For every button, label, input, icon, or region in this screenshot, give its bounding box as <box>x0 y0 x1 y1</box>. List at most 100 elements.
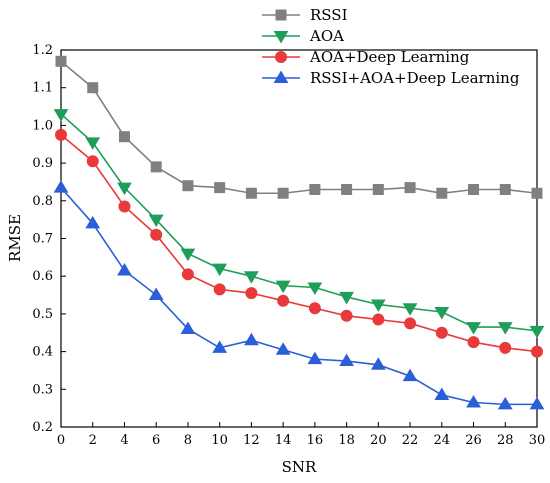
x-tick-label: 20 <box>370 433 387 448</box>
y-tick-label: 0.6 <box>32 269 53 284</box>
x-tick-label: 18 <box>338 433 355 448</box>
data-point <box>497 396 513 410</box>
data-point <box>341 183 353 195</box>
data-point <box>214 182 226 194</box>
legend: RSSI AOA AOA+Deep Learning RSSI+AOA+Deep Le… <box>262 6 520 87</box>
data-point <box>531 187 543 199</box>
data-point <box>150 228 163 241</box>
data-point <box>86 155 99 168</box>
y-tick-label: 0.5 <box>32 307 53 322</box>
data-point <box>307 282 323 295</box>
data-point <box>372 313 385 326</box>
y-tick-label: 1.1 <box>32 81 53 96</box>
data-point <box>339 353 354 367</box>
data-point <box>436 187 448 199</box>
data-point <box>180 248 196 262</box>
legend-item: RSSI+AOA+Deep Learning <box>262 69 520 87</box>
x-tick-label: 10 <box>211 433 228 448</box>
x-tick-label: 28 <box>497 433 514 448</box>
legend-label: RSSI+AOA+Deep Learning <box>310 69 520 87</box>
data-point <box>85 215 101 229</box>
legend-label: RSSI <box>310 6 348 24</box>
data-point <box>309 183 321 195</box>
series-4 <box>53 180 545 410</box>
series-line <box>60 60 538 195</box>
y-tick-label: 0.3 <box>32 382 53 397</box>
legend-item: RSSI <box>262 6 348 24</box>
data-point <box>212 263 228 277</box>
data-point <box>339 291 354 305</box>
series-layer <box>53 55 545 410</box>
data-point <box>245 287 258 300</box>
data-point <box>117 263 132 276</box>
x-tick-label: 4 <box>120 433 128 448</box>
series-3 <box>55 128 543 358</box>
data-point <box>53 180 69 193</box>
series-line <box>60 113 538 332</box>
x-tick-label: 26 <box>465 433 482 448</box>
data-point <box>150 161 162 173</box>
data-point <box>468 183 480 195</box>
data-point <box>244 271 259 284</box>
x-tick-label: 24 <box>434 433 451 448</box>
y-tick-label: 0.8 <box>32 194 53 209</box>
data-point <box>148 287 164 301</box>
series-2 <box>53 109 545 339</box>
data-point <box>245 187 257 199</box>
x-tick-label: 12 <box>243 433 260 448</box>
data-point <box>466 322 481 335</box>
data-point <box>307 351 323 365</box>
y-tick-label: 0.7 <box>32 232 53 247</box>
x-tick-label: 14 <box>275 433 292 448</box>
legend-marker <box>275 51 287 63</box>
series-line <box>60 134 538 353</box>
data-point <box>275 342 291 355</box>
data-point <box>118 131 130 143</box>
data-point <box>467 336 480 349</box>
data-point <box>466 395 481 408</box>
y-axis-title: RMSE <box>6 214 24 262</box>
y-tick-label: 1.0 <box>32 118 53 133</box>
data-point <box>275 280 291 294</box>
legend-label: AOA <box>309 27 344 45</box>
legend-item: AOA <box>262 27 344 45</box>
data-point <box>372 183 384 195</box>
data-point <box>277 187 289 199</box>
data-point <box>118 200 131 213</box>
data-point <box>435 326 448 339</box>
x-tick-label: 8 <box>184 433 192 448</box>
data-point <box>277 294 290 307</box>
data-point <box>87 82 99 94</box>
plot-frame <box>60 49 538 428</box>
data-point <box>404 317 417 330</box>
y-tick-label: 1.2 <box>32 43 53 58</box>
data-point <box>529 325 545 339</box>
x-tick-label: 22 <box>402 433 419 448</box>
legend-marker <box>275 9 287 21</box>
y-tick-label: 0.2 <box>32 420 53 435</box>
data-point <box>244 332 259 346</box>
data-point <box>370 357 386 370</box>
axes: 0 2 4 6 8 10 12 14 16 18 20 22 24 26 28 300.20.30.40.50… <box>32 43 545 448</box>
data-point <box>497 322 513 335</box>
legend-marker <box>273 31 289 44</box>
data-point <box>531 345 543 358</box>
data-point <box>180 321 196 334</box>
data-point <box>402 303 418 316</box>
data-point <box>148 214 164 228</box>
data-point <box>308 302 321 315</box>
data-point <box>402 368 418 382</box>
x-axis-title: SNR <box>282 458 317 476</box>
data-point <box>182 180 194 192</box>
data-point <box>434 307 450 320</box>
y-tick-label: 0.9 <box>32 156 53 171</box>
data-point <box>55 55 67 67</box>
data-point <box>499 183 511 195</box>
data-point <box>85 137 101 150</box>
x-tick-label: 16 <box>307 433 324 448</box>
legend-marker <box>273 70 289 83</box>
data-point <box>499 341 512 354</box>
data-point <box>212 340 228 353</box>
series-1 <box>55 55 543 199</box>
